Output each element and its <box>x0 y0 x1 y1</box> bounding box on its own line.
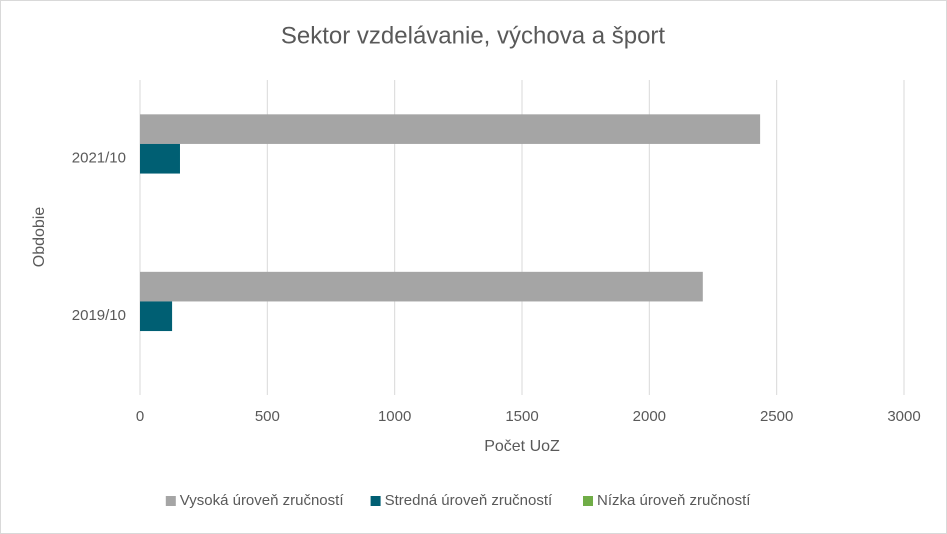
bar <box>140 301 173 332</box>
x-tick-label: 0 <box>136 408 144 425</box>
x-axis-title: Počet UoZ <box>484 438 560 455</box>
x-tick-label: 2500 <box>760 408 793 425</box>
y-tick-label: 2019/10 <box>72 307 126 324</box>
legend-swatch <box>583 496 593 506</box>
y-tick-label: 2021/10 <box>72 150 126 167</box>
chart-title: Sektor vzdelávanie, výchova a šport <box>281 22 666 49</box>
legend-label: Stredná úroveň zručností <box>385 492 553 509</box>
bar <box>140 271 703 302</box>
x-tick-label: 1000 <box>378 408 411 425</box>
x-tick-label: 2000 <box>633 408 666 425</box>
legend-swatch <box>370 496 381 506</box>
bar <box>140 114 761 144</box>
x-tick-label: 500 <box>255 408 280 425</box>
legend-label: Vysoká úroveň zručností <box>180 492 345 509</box>
x-tick-label: 1500 <box>505 408 538 425</box>
x-tick-label: 3000 <box>887 408 920 425</box>
legend-swatch <box>165 496 176 506</box>
bar <box>140 143 180 174</box>
y-axis-title: Obdobie <box>31 207 48 268</box>
legend-label: Nízka úroveň zručností <box>597 492 751 509</box>
